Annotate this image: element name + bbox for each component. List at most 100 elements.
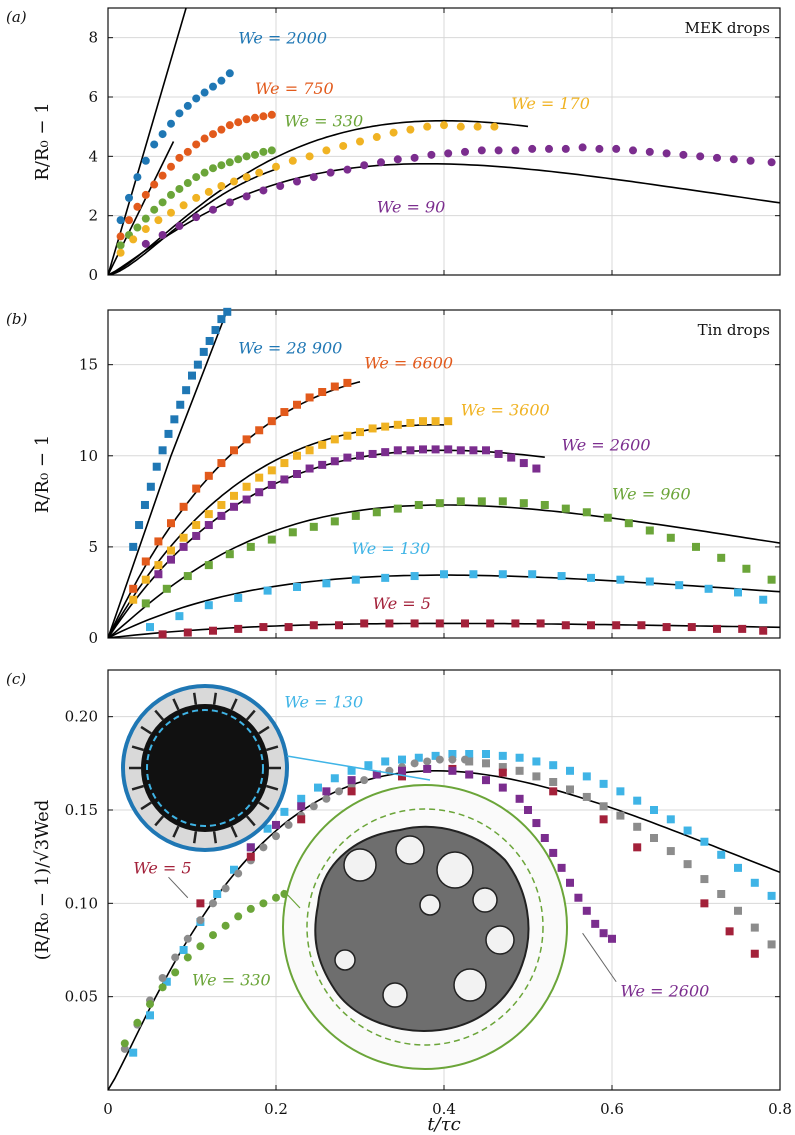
data-point — [750, 949, 759, 958]
data-point — [423, 122, 432, 131]
data-point — [528, 570, 537, 579]
series-5 — [120, 890, 289, 1048]
data-point — [171, 953, 180, 962]
data-point — [204, 521, 213, 530]
data-point — [398, 766, 406, 775]
data-point — [242, 482, 251, 491]
annotation-label: We = 170 — [511, 94, 590, 113]
data-point — [284, 820, 293, 829]
data-point — [372, 508, 381, 517]
data-point — [347, 776, 356, 785]
x-tick-label: 0.2 — [264, 1100, 288, 1118]
data-point — [322, 794, 331, 803]
data-point — [507, 453, 516, 462]
y-axis-label: (R/R₀ − 1)/√3Wed — [32, 800, 53, 961]
data-point — [276, 182, 285, 190]
data-point — [280, 475, 289, 484]
data-point — [561, 144, 570, 153]
data-point — [326, 168, 335, 177]
panel-label: (a) — [6, 8, 27, 26]
data-point — [322, 787, 331, 796]
data-point — [549, 761, 558, 770]
data-point — [133, 202, 142, 211]
data-point — [742, 564, 751, 573]
data-point — [767, 575, 776, 584]
data-point — [158, 171, 167, 180]
data-point — [595, 144, 604, 153]
data-point — [154, 570, 163, 579]
data-point — [167, 546, 175, 555]
data-point — [179, 502, 188, 511]
data-point — [188, 371, 196, 380]
data-point — [536, 619, 545, 628]
data-point — [343, 165, 352, 174]
data-point — [125, 193, 133, 202]
data-point — [746, 156, 755, 165]
data-point — [217, 76, 226, 85]
data-point — [150, 140, 159, 149]
data-point — [482, 776, 490, 785]
data-point — [284, 623, 293, 632]
inset-drop-image-1 — [121, 684, 431, 852]
panel-title: MEK drops — [685, 19, 770, 37]
data-point — [423, 757, 432, 766]
data-point — [223, 307, 232, 316]
data-point — [767, 940, 776, 949]
data-point — [183, 179, 192, 188]
data-point — [175, 612, 184, 621]
data-point — [540, 834, 549, 842]
data-point — [255, 426, 264, 435]
data-point — [263, 586, 272, 595]
data-point — [158, 974, 167, 982]
x-axis-label: t/τc — [427, 1114, 460, 1135]
data-point — [368, 424, 377, 433]
data-point — [242, 173, 251, 182]
data-point — [164, 429, 173, 438]
data-point — [393, 446, 402, 455]
data-point — [293, 470, 301, 478]
data-point — [511, 619, 520, 628]
data-point — [280, 408, 289, 417]
data-point — [154, 216, 163, 225]
data-point — [193, 360, 202, 369]
data-point — [566, 785, 574, 794]
data-point — [666, 533, 675, 542]
data-point — [549, 848, 558, 857]
data-point — [175, 222, 184, 231]
data-point — [515, 753, 524, 762]
data-point — [135, 521, 144, 530]
data-point — [360, 619, 369, 628]
annotation-label: We = 2000 — [238, 29, 327, 48]
data-point — [360, 776, 369, 785]
data-point — [519, 499, 528, 508]
data-point — [211, 326, 220, 335]
data-point — [603, 513, 612, 522]
data-point — [297, 815, 306, 824]
data-point — [175, 109, 184, 118]
data-point — [696, 152, 705, 161]
annotation-label: We = 2600 — [562, 435, 651, 454]
data-point — [309, 621, 318, 630]
data-point — [293, 582, 301, 591]
data-point — [398, 772, 406, 781]
data-point — [305, 464, 314, 473]
data-point — [675, 581, 684, 590]
data-point — [192, 173, 201, 182]
data-point — [196, 916, 205, 925]
data-point — [750, 878, 759, 887]
data-point — [255, 168, 264, 177]
data-point — [343, 378, 352, 387]
data-point — [176, 400, 185, 409]
data-point — [200, 88, 209, 97]
data-point — [440, 570, 448, 579]
data-point — [381, 448, 390, 457]
data-point — [645, 577, 654, 586]
data-point — [297, 794, 306, 803]
data-point — [381, 573, 390, 582]
data-point — [272, 162, 280, 171]
data-point — [259, 186, 268, 195]
data-point — [129, 542, 138, 551]
data-point — [519, 459, 528, 468]
series-3 — [116, 121, 499, 257]
data-point — [729, 155, 738, 164]
